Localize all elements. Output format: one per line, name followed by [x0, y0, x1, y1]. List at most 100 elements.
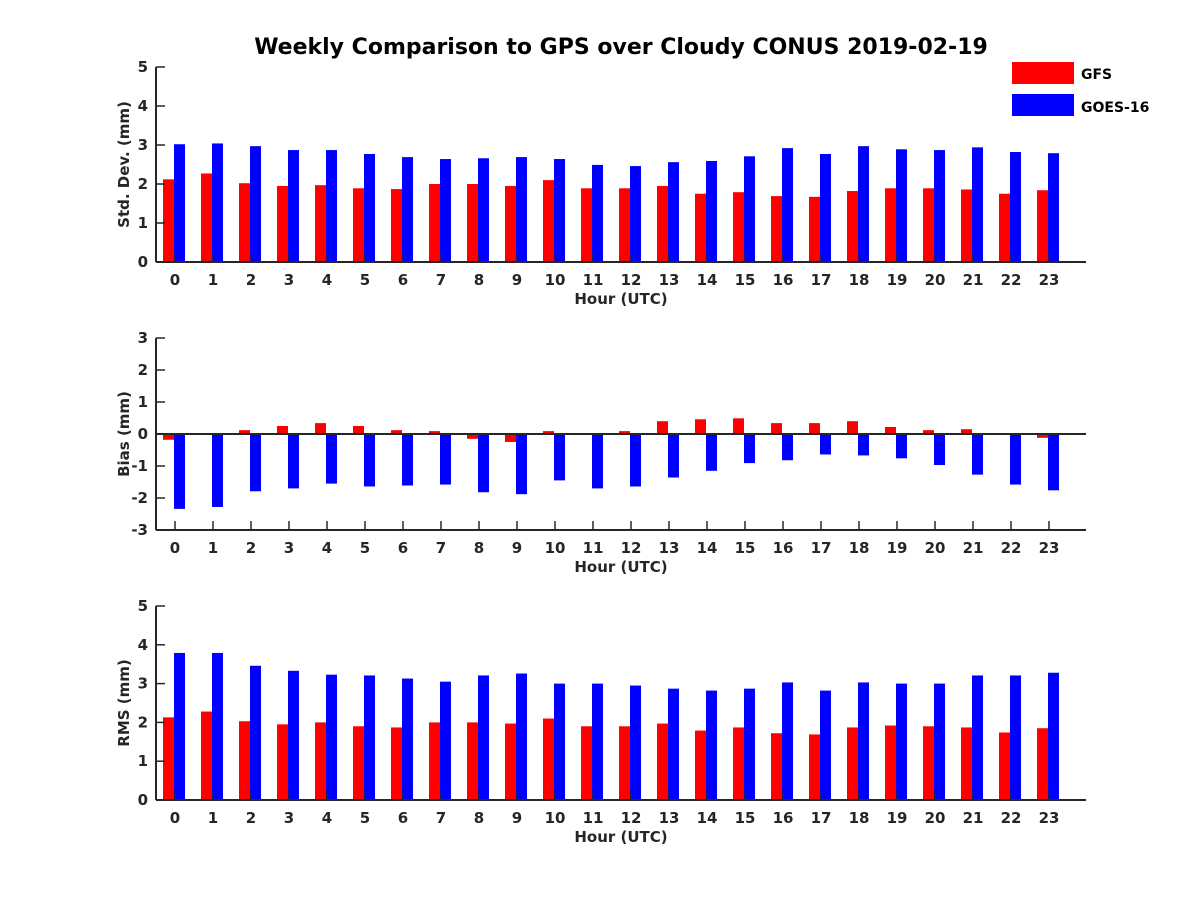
- std-dev-x-axis-label: Hour (UTC): [574, 290, 667, 308]
- std-dev-xtick-label-22: 22: [1001, 271, 1022, 289]
- rms-xtick-label-13: 13: [659, 809, 680, 827]
- bias-bar-goes16-14: [706, 434, 717, 471]
- bias-xtick-label-5: 5: [360, 539, 370, 557]
- rms-bar-gfs-0: [163, 717, 174, 800]
- rms-bar-goes16-3: [288, 670, 299, 800]
- rms-ytick-label-1: 1: [138, 752, 148, 770]
- std-dev-bar-goes16-6: [402, 157, 413, 262]
- bias-ytick-label--3: -3: [131, 521, 148, 539]
- rms-bar-gfs-6: [391, 727, 402, 800]
- rms-xtick-label-10: 10: [545, 809, 566, 827]
- bias-xtick-label-8: 8: [474, 539, 484, 557]
- std-dev-bar-gfs-4: [315, 185, 326, 262]
- rms-bar-goes16-9: [516, 673, 527, 800]
- std-dev-bar-gfs-0: [163, 179, 174, 262]
- std-dev-bar-goes16-3: [288, 150, 299, 262]
- std-dev-bar-goes16-16: [782, 148, 793, 262]
- rms-xtick-label-6: 6: [398, 809, 408, 827]
- rms-ytick-label-5: 5: [138, 597, 148, 615]
- std-dev-xtick-label-20: 20: [925, 271, 946, 289]
- rms-xtick-label-0: 0: [170, 809, 180, 827]
- std-dev-ytick-label-4: 4: [138, 97, 148, 115]
- std-dev-xtick-label-15: 15: [735, 271, 756, 289]
- rms-bar-goes16-6: [402, 678, 413, 800]
- rms-bar-gfs-1: [201, 711, 212, 800]
- std-dev-bar-goes16-22: [1010, 152, 1021, 262]
- std-dev-bar-goes16-13: [668, 162, 679, 262]
- std-dev-xtick-label-2: 2: [246, 271, 256, 289]
- bias-xtick-label-16: 16: [773, 539, 794, 557]
- rms-xtick-label-1: 1: [208, 809, 218, 827]
- bias-bar-gfs-13: [657, 421, 668, 434]
- bias-x-axis-label: Hour (UTC): [574, 558, 667, 576]
- rms-bar-goes16-1: [212, 652, 223, 800]
- rms-xtick-label-18: 18: [849, 809, 870, 827]
- rms-bar-goes16-0: [174, 652, 185, 800]
- rms-y-axis-label: RMS (mm): [115, 659, 133, 746]
- rms-xtick-label-12: 12: [621, 809, 642, 827]
- bias-xtick-label-15: 15: [735, 539, 756, 557]
- std-dev-bar-goes16-12: [630, 166, 641, 262]
- bias-bar-goes16-23: [1048, 434, 1059, 491]
- std-dev-bar-gfs-16: [771, 196, 782, 262]
- rms-bar-goes16-4: [326, 674, 337, 800]
- bias-xtick-label-23: 23: [1039, 539, 1060, 557]
- legend: GFS GOES-16: [1012, 62, 1149, 116]
- std-dev-bar-goes16-17: [820, 153, 831, 262]
- std-dev-bar-gfs-21: [961, 189, 972, 262]
- legend-swatch-goes16: [1012, 94, 1074, 116]
- bias-bar-goes16-15: [744, 434, 755, 464]
- bias-xtick-label-10: 10: [545, 539, 566, 557]
- rms-bar-gfs-22: [999, 732, 1010, 800]
- rms-bar-goes16-11: [592, 683, 603, 800]
- bias-bar-goes16-18: [858, 434, 869, 456]
- bias-xtick-label-2: 2: [246, 539, 256, 557]
- rms-bar-gfs-15: [733, 727, 744, 800]
- rms-xtick-label-9: 9: [512, 809, 522, 827]
- std-dev-bar-goes16-15: [744, 156, 755, 262]
- std-dev-xtick-label-9: 9: [512, 271, 522, 289]
- legend-label-goes16: GOES-16: [1081, 100, 1149, 116]
- bias-bar-gfs-8: [467, 434, 478, 439]
- rms-ytick-label-2: 2: [138, 713, 148, 731]
- std-dev-ytick-label-3: 3: [138, 136, 148, 154]
- bias-bar-goes16-9: [516, 434, 527, 495]
- std-dev-bar-gfs-22: [999, 193, 1010, 262]
- rms-bar-gfs-8: [467, 722, 478, 800]
- std-dev-xtick-label-11: 11: [583, 271, 604, 289]
- std-dev-xtick-label-6: 6: [398, 271, 408, 289]
- bias-bar-goes16-20: [934, 434, 945, 466]
- std-dev-xtick-label-3: 3: [284, 271, 294, 289]
- bias-xtick-label-1: 1: [208, 539, 218, 557]
- rms-bar-gfs-4: [315, 722, 326, 800]
- bias-bar-gfs-6: [391, 430, 402, 434]
- std-dev-xtick-label-1: 1: [208, 271, 218, 289]
- bias-bar-goes16-10: [554, 434, 565, 481]
- rms-xtick-label-3: 3: [284, 809, 294, 827]
- rms-bar-goes16-7: [440, 681, 451, 800]
- rms-bar-gfs-3: [277, 724, 288, 800]
- std-dev-bar-goes16-2: [250, 146, 261, 262]
- std-dev-bar-gfs-7: [429, 184, 440, 262]
- rms-bar-goes16-17: [820, 690, 831, 800]
- bias-bar-goes16-2: [250, 434, 261, 492]
- bias-bar-gfs-5: [353, 426, 364, 434]
- std-dev-xtick-label-21: 21: [963, 271, 984, 289]
- rms-xtick-label-23: 23: [1039, 809, 1060, 827]
- rms-bar-goes16-16: [782, 682, 793, 800]
- rms-bar-gfs-18: [847, 727, 858, 800]
- rms-bar-goes16-21: [972, 675, 983, 800]
- rms-bar-gfs-10: [543, 718, 554, 800]
- rms-xtick-label-8: 8: [474, 809, 484, 827]
- bias-bar-goes16-11: [592, 434, 603, 489]
- bias-bar-gfs-3: [277, 426, 288, 434]
- rms-bar-gfs-14: [695, 730, 706, 800]
- rms-xtick-label-21: 21: [963, 809, 984, 827]
- std-dev-bar-gfs-23: [1037, 190, 1048, 262]
- rms-bar-gfs-23: [1037, 728, 1048, 800]
- bias-ytick-label-3: 3: [138, 329, 148, 347]
- std-dev-bar-goes16-4: [326, 150, 337, 262]
- bias-xtick-label-12: 12: [621, 539, 642, 557]
- std-dev-bar-gfs-8: [467, 184, 478, 262]
